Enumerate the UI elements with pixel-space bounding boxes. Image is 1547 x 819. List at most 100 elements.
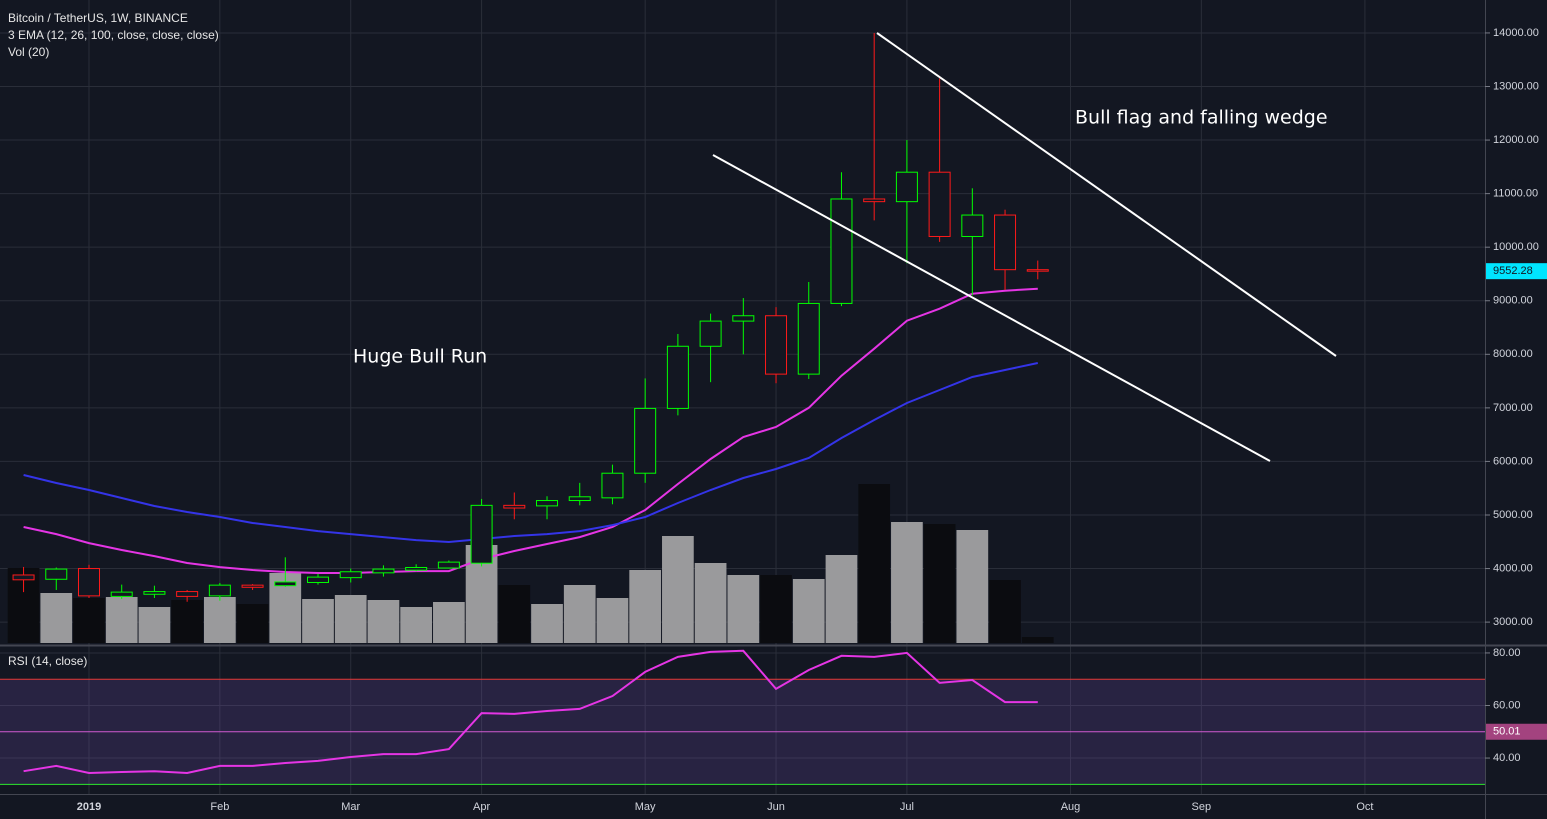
x-tick-label: Apr — [473, 801, 490, 813]
candle-body — [928, 171, 951, 237]
candle-body — [765, 315, 788, 375]
indicator-label: 3 EMA (12, 26, 100, close, close, close) — [8, 28, 219, 42]
volume-bar — [858, 484, 891, 643]
candle-body — [601, 472, 624, 499]
ema-line — [23, 362, 1039, 544]
candle-body — [732, 315, 755, 322]
volume-bar — [792, 579, 825, 643]
ema-line — [23, 287, 1038, 574]
candle-body — [437, 561, 460, 569]
volume-bar — [236, 604, 269, 643]
candle-body — [895, 171, 918, 203]
x-tick-label: Jul — [900, 801, 914, 813]
x-tick-label: Oct — [1356, 801, 1373, 813]
volume-bar — [203, 597, 236, 643]
candle-body — [634, 407, 657, 474]
value-tag — [1486, 723, 1547, 740]
candle-body — [797, 302, 820, 375]
volume-bar — [105, 597, 138, 643]
x-tick-label: Feb — [210, 801, 229, 813]
drawings — [712, 32, 1337, 462]
candle-body — [699, 320, 722, 347]
indicator-label: Vol (20) — [8, 45, 49, 59]
y-tick-label: 12000.00 — [1493, 134, 1539, 146]
volume-bar — [302, 599, 334, 643]
candle-body — [143, 591, 166, 595]
rsi-line — [23, 649, 1038, 775]
y-tick-label: 9000.00 — [1493, 295, 1533, 307]
candle-body — [176, 591, 199, 597]
candle-body — [863, 198, 886, 203]
candle-body — [372, 568, 395, 574]
x-tick-label: Jun — [767, 801, 785, 813]
annotation: Huge Bull Run — [353, 346, 487, 368]
volume-bar — [138, 607, 171, 643]
y-tick-label: 40.00 — [1493, 752, 1521, 764]
y-tick-label: 13000.00 — [1493, 80, 1539, 92]
volume-bar — [891, 522, 923, 643]
candle-body — [208, 584, 231, 597]
y-tick-label: 6000.00 — [1493, 455, 1533, 467]
candle-body — [470, 504, 493, 564]
y-tick-label: 3000.00 — [1493, 616, 1533, 628]
trend-line — [712, 154, 1271, 462]
axes: 2019 Feb Mar Apr May Jun Jul Aug Sep Oct 14000.00 1… — [77, 27, 1547, 813]
price-pane — [7, 32, 1054, 643]
volume-bar — [923, 524, 956, 643]
volume-bar — [73, 598, 105, 643]
value-tag-label: 50.01 — [1493, 726, 1521, 738]
candle-body — [77, 568, 100, 597]
volume-bar — [727, 575, 760, 643]
candle-body — [274, 581, 297, 587]
candle-body — [568, 496, 591, 502]
volume-bar — [694, 563, 727, 643]
candle-body — [503, 504, 526, 509]
volume-bar — [662, 536, 694, 643]
volume-bar — [760, 575, 792, 643]
volume-bar — [40, 593, 73, 643]
volume-bar — [563, 585, 596, 643]
y-tick-label: 11000.00 — [1493, 188, 1538, 200]
volume-bar — [596, 598, 629, 643]
x-tick-label: Sep — [1192, 801, 1212, 813]
candle-body — [110, 591, 133, 597]
volume-bar — [629, 570, 662, 643]
volume-bar — [531, 604, 563, 643]
y-tick-label: 80.00 — [1493, 647, 1521, 659]
y-tick-label: 8000.00 — [1493, 348, 1533, 360]
y-tick-label: 14000.00 — [1493, 27, 1539, 39]
volume-bar — [433, 602, 465, 643]
x-tick-label: 2019 — [77, 801, 101, 813]
candle-body — [241, 584, 264, 588]
rsi-pane — [0, 649, 1485, 785]
candle-body — [830, 198, 853, 304]
x-tick-label: Aug — [1061, 801, 1081, 813]
volume-bar — [825, 555, 858, 643]
chart-title: Bitcoin / TetherUS, 1W, BINANCE — [8, 11, 188, 25]
candle-body — [961, 214, 984, 237]
y-tick-label: 10000.00 — [1493, 241, 1539, 253]
volume-bar — [1021, 637, 1054, 643]
volume-bar — [334, 595, 367, 643]
candle-body — [1026, 269, 1049, 272]
candle-body — [45, 568, 68, 580]
y-tick-label: 4000.00 — [1493, 562, 1533, 574]
volume-bar — [367, 600, 400, 643]
last-price-tag — [1486, 263, 1547, 280]
annotation: Bull flag and falling wedge — [1075, 107, 1328, 129]
candle-body — [666, 345, 689, 409]
candle-body — [994, 214, 1017, 271]
x-tick-label: May — [635, 801, 656, 813]
last-price-label: 9552.28 — [1493, 265, 1533, 277]
y-tick-label: 60.00 — [1493, 699, 1521, 711]
y-tick-label: 5000.00 — [1493, 509, 1533, 521]
x-tick-label: Mar — [341, 801, 360, 813]
y-tick-label: 7000.00 — [1493, 402, 1533, 414]
trend-line — [876, 32, 1337, 357]
volume-bar — [956, 530, 989, 643]
rsi-title: RSI (14, close) — [8, 654, 87, 668]
volume-bar — [498, 585, 531, 643]
candle-body — [405, 566, 428, 571]
